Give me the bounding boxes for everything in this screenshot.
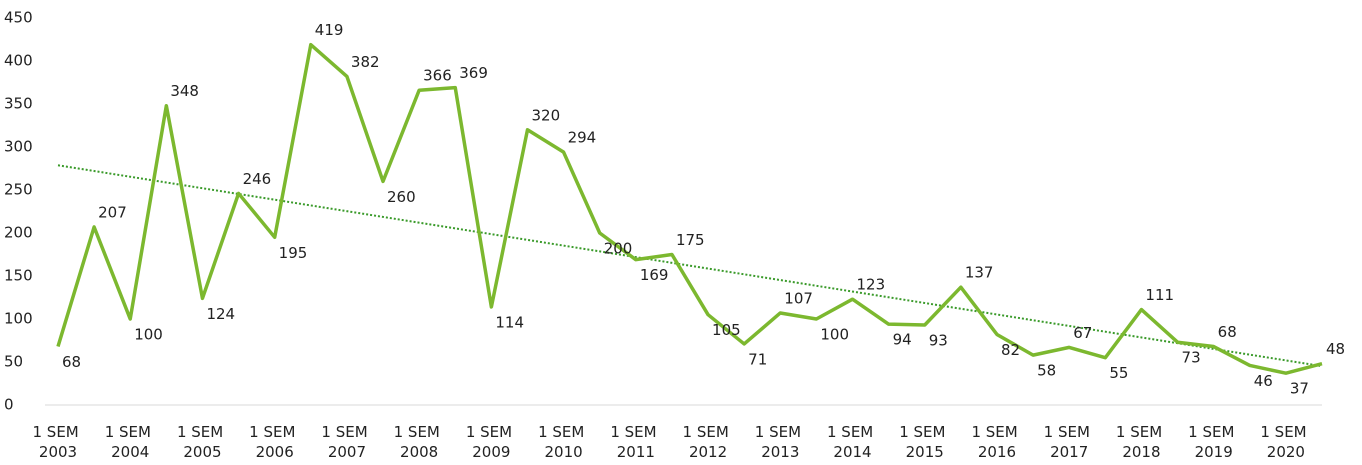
x-tick-label: 1 SEM 2005	[177, 423, 228, 461]
data-label: 67	[1073, 324, 1092, 342]
data-label: 46	[1254, 372, 1273, 390]
data-label: 369	[459, 64, 488, 82]
data-label: 111	[1145, 286, 1174, 304]
y-tick-label: 300	[4, 138, 33, 156]
x-tick-label: 1 SEM 2018	[1116, 423, 1167, 461]
y-tick-label: 200	[4, 224, 33, 242]
data-label: 37	[1290, 380, 1309, 398]
x-tick-label: 1 SEM 2009	[466, 423, 517, 461]
data-label: 207	[98, 203, 127, 221]
data-label: 175	[676, 231, 705, 249]
data-label: 124	[206, 305, 235, 323]
x-tick-label: 1 SEM 2015	[899, 423, 950, 461]
x-tick-label: 1 SEM 2004	[105, 423, 156, 461]
data-label: 100	[820, 326, 849, 344]
x-tick-label: 1 SEM 2016	[971, 423, 1022, 461]
x-tick-label: 1 SEM 2012	[683, 423, 734, 461]
data-label: 93	[929, 332, 948, 350]
data-label: 137	[965, 264, 994, 282]
y-tick-label: 0	[4, 396, 14, 414]
data-label: 71	[748, 350, 767, 368]
x-tick-label: 1 SEM 2007	[321, 423, 372, 461]
y-tick-label: 50	[4, 353, 23, 371]
x-tick-label: 1 SEM 2019	[1188, 423, 1239, 461]
data-label: 100	[134, 326, 163, 344]
x-tick-label: 1 SEM 2003	[32, 423, 83, 461]
data-label: 105	[712, 321, 741, 339]
y-tick-label: 350	[4, 95, 33, 113]
trend-line	[57, 164, 1323, 368]
y-tick-label: 150	[4, 267, 33, 285]
x-tick-label: 1 SEM 2017	[1044, 423, 1095, 461]
data-label: 382	[351, 53, 380, 71]
data-label: 94	[893, 331, 912, 349]
x-tick-label: 1 SEM 2013	[755, 423, 806, 461]
x-tick-label: 1 SEM 2008	[394, 423, 445, 461]
data-label: 48	[1326, 340, 1345, 358]
data-label: 246	[243, 170, 272, 188]
y-tick-label: 400	[4, 52, 33, 70]
data-label: 366	[423, 67, 452, 85]
data-label: 260	[387, 188, 416, 206]
x-tick-label: 1 SEM 2020	[1260, 423, 1311, 461]
data-line	[56, 42, 1323, 375]
data-label: 107	[784, 289, 813, 307]
data-label: 68	[1218, 323, 1237, 341]
y-tick-label: 450	[4, 9, 33, 27]
x-tick-label: 1 SEM 2014	[827, 423, 878, 461]
data-label: 195	[279, 244, 308, 262]
data-label: 114	[495, 313, 524, 331]
data-label: 200	[604, 240, 633, 258]
data-label: 55	[1109, 364, 1128, 382]
x-tick-label: 1 SEM 2011	[610, 423, 661, 461]
x-tick-label: 1 SEM 2010	[538, 423, 589, 461]
y-tick-label: 250	[4, 181, 33, 199]
y-tick-label: 100	[4, 310, 33, 328]
data-label: 348	[170, 82, 199, 100]
x-tick-label: 1 SEM 2006	[249, 423, 300, 461]
data-label: 58	[1037, 362, 1056, 380]
data-label: 320	[531, 106, 560, 124]
data-label: 82	[1001, 341, 1020, 359]
data-label: 68	[62, 353, 81, 371]
data-label: 73	[1182, 349, 1201, 367]
data-label: 419	[315, 21, 344, 39]
data-label: 123	[857, 276, 886, 294]
data-label: 294	[568, 129, 597, 147]
data-label: 169	[640, 266, 669, 284]
